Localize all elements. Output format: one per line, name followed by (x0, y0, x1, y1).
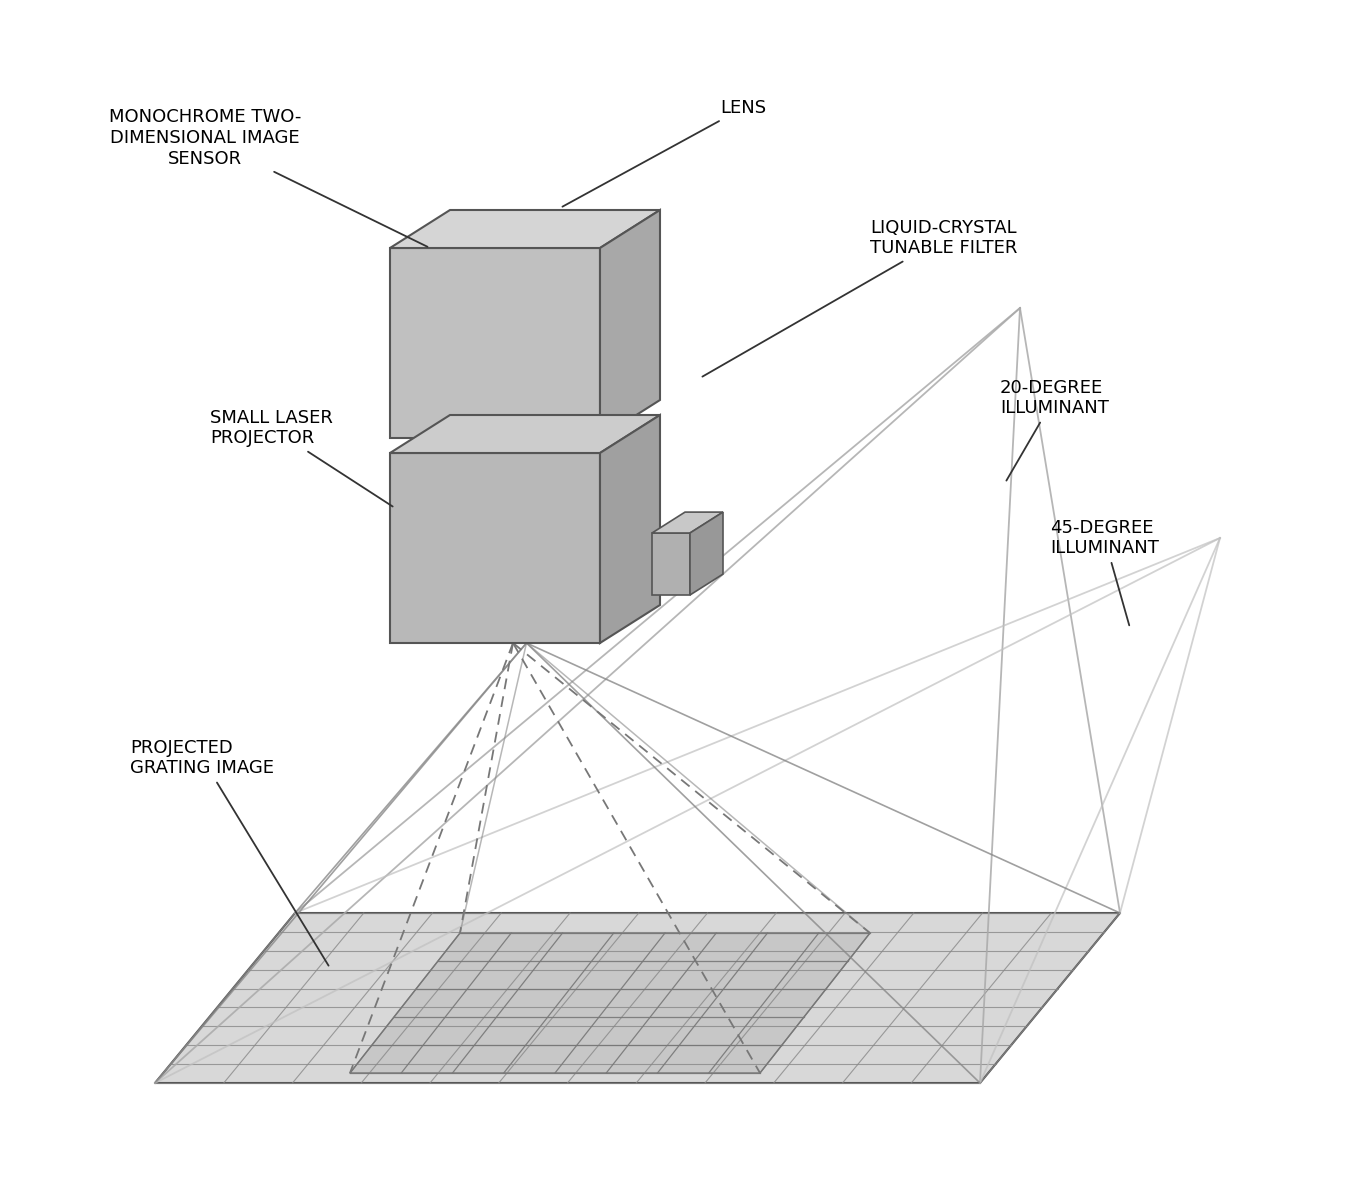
Polygon shape (600, 415, 660, 643)
Polygon shape (349, 933, 870, 1073)
Text: 20-DEGREE
ILLUMINANT: 20-DEGREE ILLUMINANT (1000, 379, 1109, 481)
Text: 45-DEGREE
ILLUMINANT: 45-DEGREE ILLUMINANT (1050, 519, 1159, 625)
Polygon shape (689, 512, 723, 595)
Polygon shape (390, 415, 660, 453)
Polygon shape (652, 512, 723, 533)
Text: MONOCHROME TWO-
DIMENSIONAL IMAGE
SENSOR: MONOCHROME TWO- DIMENSIONAL IMAGE SENSOR (109, 108, 428, 247)
Polygon shape (390, 248, 600, 438)
Polygon shape (600, 210, 660, 438)
Text: PROJECTED
GRATING IMAGE: PROJECTED GRATING IMAGE (130, 739, 329, 966)
Text: LENS: LENS (563, 99, 766, 207)
Polygon shape (155, 914, 1120, 1083)
Polygon shape (390, 453, 600, 643)
Text: SMALL LASER
PROJECTOR: SMALL LASER PROJECTOR (210, 409, 393, 506)
Text: LIQUID-CRYSTAL
TUNABLE FILTER: LIQUID-CRYSTAL TUNABLE FILTER (703, 219, 1017, 377)
Polygon shape (390, 210, 660, 248)
Polygon shape (652, 533, 689, 595)
